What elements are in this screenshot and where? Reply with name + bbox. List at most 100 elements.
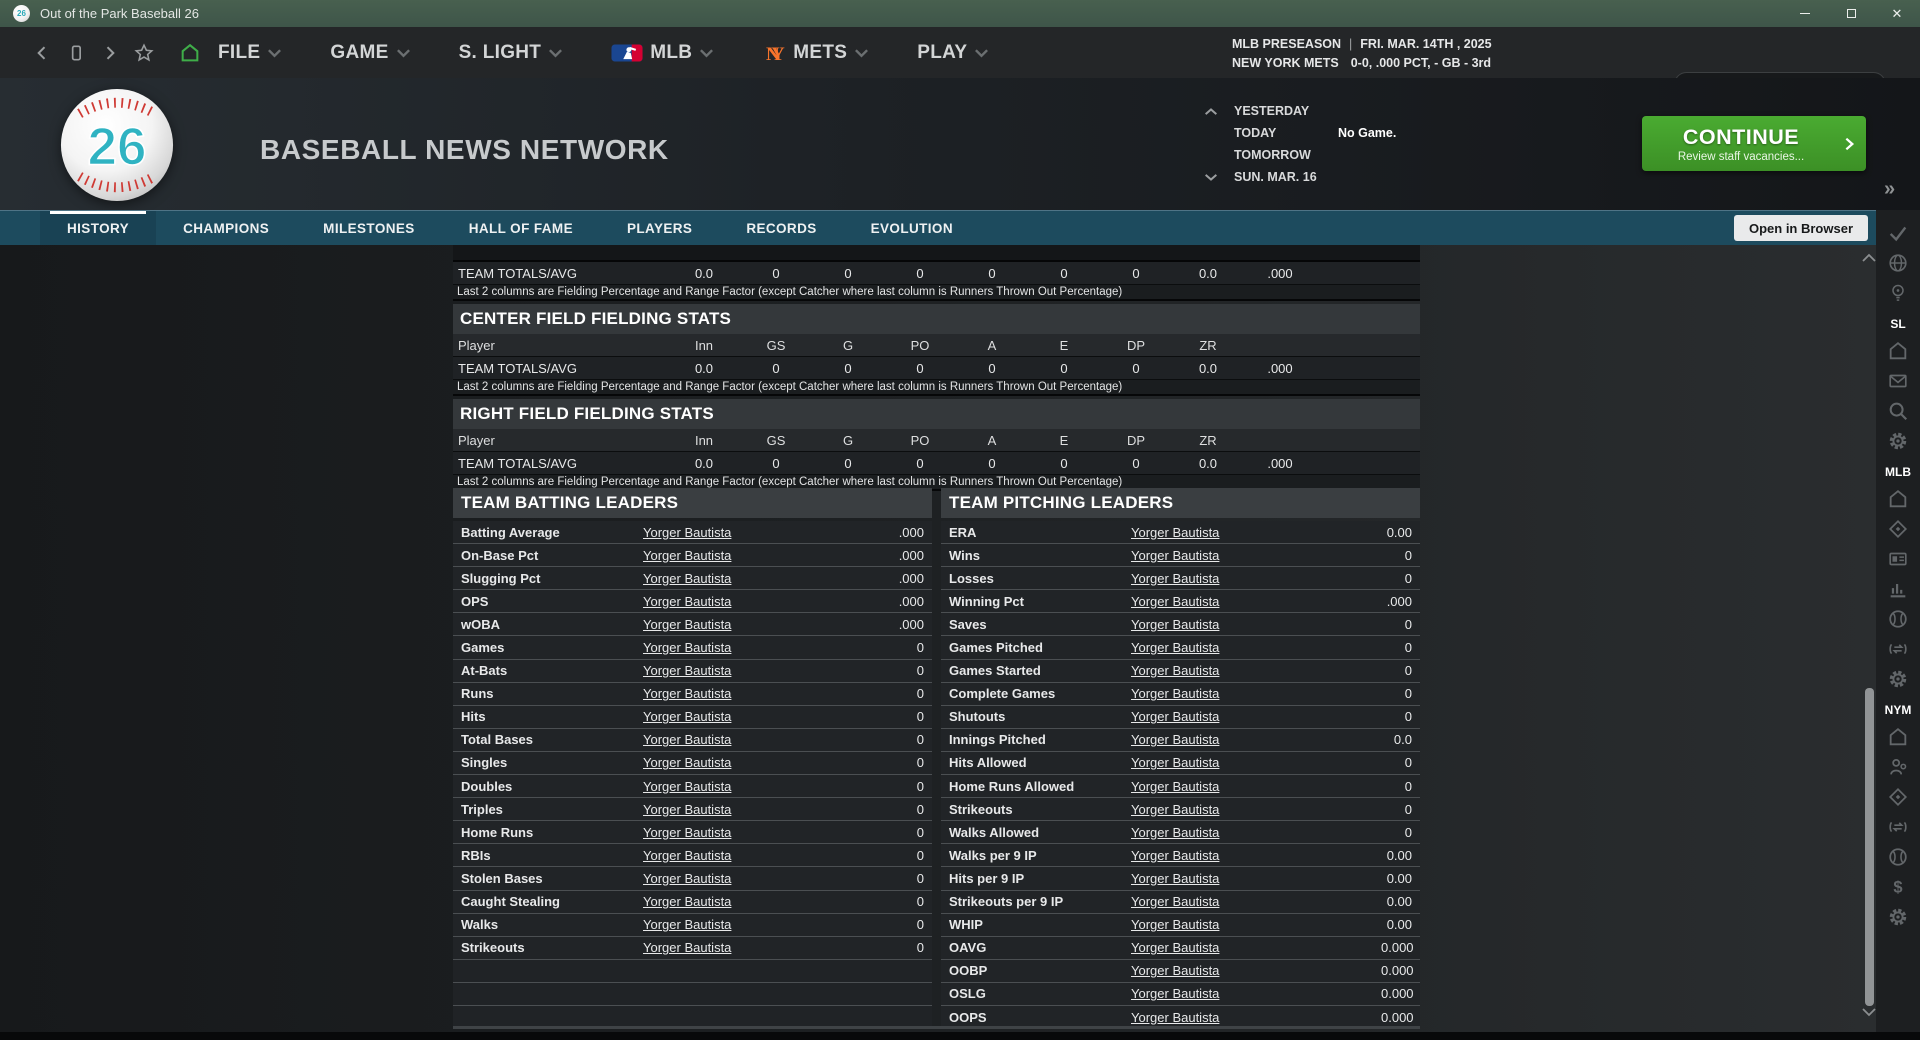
player-link[interactable]: Yorger Bautista (643, 801, 732, 817)
player-link[interactable]: Yorger Bautista (643, 524, 732, 540)
stat-value: 0 (916, 847, 924, 863)
mail-icon[interactable] (1887, 370, 1909, 392)
scroll-down-icon[interactable] (1860, 1005, 1878, 1021)
stat-label: wOBA (461, 616, 500, 632)
home-icon[interactable] (1887, 340, 1909, 362)
trade-icon[interactable] (1887, 638, 1909, 660)
schedule-up-icon[interactable] (1200, 103, 1222, 119)
player-link[interactable]: Yorger Bautista (1131, 640, 1220, 656)
tab-hall-of-fame[interactable]: HALL OF FAME (468, 220, 573, 236)
player-link[interactable]: Yorger Bautista (1131, 1009, 1220, 1025)
player-link[interactable]: Yorger Bautista (643, 732, 732, 748)
player-link[interactable]: Yorger Bautista (643, 663, 732, 679)
diamond-icon[interactable] (1887, 786, 1909, 808)
search-icon[interactable] (1887, 400, 1909, 422)
stat-label: Doubles (461, 778, 513, 794)
leader-row: Total Bases Yorger Bautista 0 (453, 728, 932, 752)
player-link[interactable]: Yorger Bautista (1131, 847, 1220, 863)
gear-icon[interactable] (1887, 906, 1909, 928)
bookmark-star-icon[interactable] (132, 41, 156, 65)
player-link[interactable]: Yorger Bautista (1131, 524, 1220, 540)
check-icon[interactable] (1887, 222, 1909, 244)
player-link[interactable]: Yorger Bautista (1131, 570, 1220, 586)
player-link[interactable]: Yorger Bautista (643, 686, 732, 702)
open-in-browser-button[interactable]: Open in Browser (1734, 215, 1868, 241)
navbar: FILE GAME S. LIGHT MLB N Y METS PLAY MLB PRESEA… (0, 27, 1920, 97)
screens-icon[interactable] (64, 41, 88, 65)
tab-evolution[interactable]: EVOLUTION (870, 220, 953, 236)
schedule-down-icon[interactable] (1200, 169, 1222, 185)
tab-milestones[interactable]: MILESTONES (323, 220, 415, 236)
tab-history[interactable]: HISTORY (40, 210, 157, 246)
tab-champions[interactable]: CHAMPIONS (183, 220, 270, 236)
player-link[interactable]: Yorger Bautista (1131, 894, 1220, 910)
player-link[interactable]: Yorger Bautista (1131, 917, 1220, 933)
back-icon[interactable] (30, 41, 54, 65)
player-link[interactable]: Yorger Bautista (643, 593, 732, 609)
player-link[interactable]: Yorger Bautista (643, 778, 732, 794)
tab-players[interactable]: PLAYERS (626, 220, 693, 236)
player-link[interactable]: Yorger Bautista (643, 755, 732, 771)
leader-row: Shutouts Yorger Bautista 0 (941, 705, 1420, 729)
home-icon[interactable] (178, 41, 202, 65)
gear-icon[interactable] (1887, 430, 1909, 452)
sidebar-collapse-icon[interactable]: » (1884, 178, 1896, 200)
player-link[interactable]: Yorger Bautista (1131, 593, 1220, 609)
player-link[interactable]: Yorger Bautista (1131, 963, 1220, 979)
player-link[interactable]: Yorger Bautista (643, 940, 732, 956)
lightbulb-icon[interactable] (1888, 282, 1908, 304)
home-icon[interactable] (1887, 488, 1909, 510)
menu-game[interactable]: GAME (330, 42, 410, 64)
player-link[interactable]: Yorger Bautista (643, 917, 732, 933)
diamond-icon[interactable] (1887, 518, 1909, 540)
player-link[interactable]: Yorger Bautista (1131, 732, 1220, 748)
card-icon[interactable] (1887, 548, 1909, 570)
player-link[interactable]: Yorger Bautista (643, 847, 732, 863)
player-link[interactable]: Yorger Bautista (1131, 663, 1220, 679)
coach-icon[interactable] (1887, 756, 1909, 778)
player-link[interactable]: Yorger Bautista (643, 640, 732, 656)
player-link[interactable]: Yorger Bautista (643, 570, 732, 586)
baseball-icon[interactable] (1887, 608, 1909, 630)
player-link[interactable]: Yorger Bautista (1131, 616, 1220, 632)
stats-icon[interactable] (1887, 578, 1909, 600)
menu-mets[interactable]: N Y METS (762, 41, 869, 65)
stat-value: 0 (916, 894, 924, 910)
player-link[interactable]: Yorger Bautista (643, 870, 732, 886)
schedule-note: No Game. (1338, 126, 1397, 140)
dollar-icon[interactable]: $ (1887, 876, 1909, 898)
player-link[interactable]: Yorger Bautista (1131, 986, 1220, 1002)
player-link[interactable]: Yorger Bautista (1131, 709, 1220, 725)
player-link[interactable]: Yorger Bautista (1131, 824, 1220, 840)
menu-mlb[interactable]: MLB (611, 42, 714, 64)
leader-row: Doubles Yorger Bautista 0 (453, 775, 932, 799)
player-link[interactable]: Yorger Bautista (1131, 686, 1220, 702)
trade-icon[interactable] (1887, 816, 1909, 838)
globe-icon[interactable] (1887, 252, 1909, 274)
baseball-icon[interactable] (1887, 846, 1909, 868)
menu-play[interactable]: PLAY (917, 42, 989, 64)
continue-button[interactable]: CONTINUE Review staff vacancies... (1642, 116, 1866, 171)
player-link[interactable]: Yorger Bautista (1131, 778, 1220, 794)
gear-icon[interactable] (1887, 668, 1909, 690)
player-link[interactable]: Yorger Bautista (643, 709, 732, 725)
player-link[interactable]: Yorger Bautista (1131, 870, 1220, 886)
player-link[interactable]: Yorger Bautista (643, 824, 732, 840)
home-icon[interactable] (1887, 726, 1909, 748)
maximize-button[interactable] (1828, 0, 1874, 27)
player-link[interactable]: Yorger Bautista (643, 894, 732, 910)
menu-file[interactable]: FILE (218, 42, 282, 64)
forward-icon[interactable] (98, 41, 122, 65)
scroll-up-icon[interactable] (1860, 251, 1878, 267)
player-link[interactable]: Yorger Bautista (1131, 801, 1220, 817)
close-button[interactable]: ✕ (1891, 5, 1903, 21)
player-link[interactable]: Yorger Bautista (643, 616, 732, 632)
player-link[interactable]: Yorger Bautista (1131, 940, 1220, 956)
player-link[interactable]: Yorger Bautista (643, 547, 732, 563)
menu-s-light[interactable]: S. LIGHT (459, 42, 564, 64)
scrollbar-thumb[interactable] (1865, 688, 1874, 1006)
player-link[interactable]: Yorger Bautista (1131, 755, 1220, 771)
player-link[interactable]: Yorger Bautista (1131, 547, 1220, 563)
minimize-button[interactable] (1782, 0, 1828, 27)
tab-records[interactable]: RECORDS (746, 220, 817, 236)
